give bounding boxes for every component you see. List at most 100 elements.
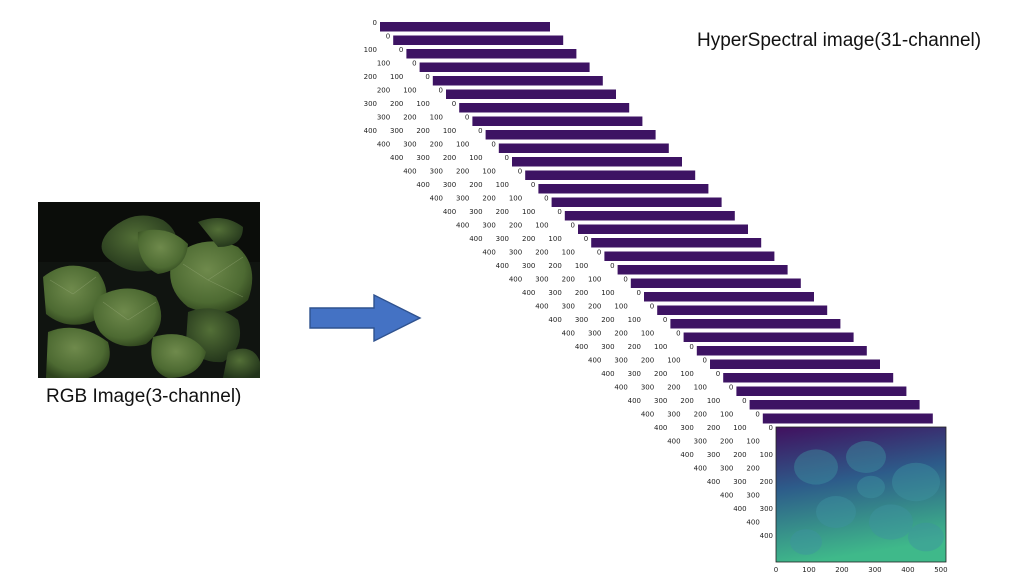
y-tick-label: 0 (478, 127, 482, 135)
y-tick-label: 400 (760, 532, 773, 540)
y-tick-label: 200 (377, 87, 390, 95)
y-tick-label: 200 (390, 100, 403, 108)
y-tick-label: 100 (469, 154, 482, 162)
x-tick-label: 200 (835, 566, 848, 574)
y-tick-label: 100 (535, 222, 548, 230)
y-tick-label: 100 (628, 316, 641, 324)
y-tick-label: 400 (403, 168, 416, 176)
y-tick-label: 400 (482, 249, 495, 257)
y-tick-label: 300 (416, 154, 429, 162)
y-tick-label: 0 (373, 19, 377, 27)
y-tick-label: 100 (720, 411, 733, 419)
y-tick-label: 400 (377, 141, 390, 149)
y-tick-label: 300 (390, 127, 403, 135)
band-strip (525, 170, 696, 181)
y-tick-label: 200 (443, 154, 456, 162)
band-strip (591, 238, 762, 248)
y-tick-label: 0 (676, 330, 680, 338)
band-strip (393, 35, 564, 46)
y-tick-label: 100 (443, 127, 456, 135)
y-tick-label: 0 (557, 208, 561, 216)
y-tick-label: 400 (601, 370, 614, 378)
y-tick-label: 100 (403, 87, 416, 95)
y-tick-label: 400 (720, 492, 733, 500)
y-tick-label: 0 (650, 303, 654, 311)
y-tick-label: 400 (614, 384, 627, 392)
leaf-shape (869, 504, 913, 540)
y-tick-label: 300 (707, 451, 720, 459)
y-tick-label: 100 (562, 249, 575, 257)
leaf-shape (908, 522, 944, 552)
y-tick-label: 400 (509, 276, 522, 284)
x-tick-label: 300 (868, 566, 881, 574)
y-tick-label: 0 (663, 316, 667, 324)
y-tick-label: 0 (769, 424, 773, 432)
y-tick-label: 300 (469, 208, 482, 216)
y-tick-label: 0 (571, 222, 575, 230)
y-tick-label: 200 (364, 73, 377, 81)
band-strip (617, 265, 788, 275)
band-strip (564, 211, 735, 221)
final-band-image (776, 427, 946, 562)
y-tick-label: 400 (680, 451, 693, 459)
y-tick-label: 300 (548, 289, 561, 297)
y-tick-label: 0 (491, 141, 495, 149)
y-tick-label: 0 (755, 411, 759, 419)
leaf-shape (857, 475, 885, 499)
y-tick-label: 0 (412, 60, 416, 68)
y-tick-label: 100 (707, 397, 720, 405)
y-tick-label: 400 (641, 411, 654, 419)
y-tick-label: 100 (601, 289, 614, 297)
y-tick-label: 400 (430, 195, 443, 203)
y-tick-label: 200 (575, 289, 588, 297)
y-tick-label: 0 (518, 168, 522, 176)
y-tick-label: 300 (522, 262, 535, 270)
y-tick-label: 300 (614, 357, 627, 365)
band-strip (485, 130, 656, 140)
band-strip (419, 62, 590, 73)
y-tick-label: 0 (637, 289, 641, 297)
y-tick-label: 200 (707, 424, 720, 432)
y-tick-label: 300 (496, 235, 509, 243)
band-strip (459, 103, 630, 113)
y-tick-label: 300 (654, 397, 667, 405)
y-tick-label: 0 (386, 33, 390, 41)
y-tick-label: 200 (403, 114, 416, 122)
leaf-shape (790, 529, 822, 555)
y-tick-label: 400 (694, 465, 707, 473)
y-tick-label: 0 (465, 114, 469, 122)
band-strip (432, 76, 603, 86)
y-tick-label: 200 (641, 357, 654, 365)
x-tick-label: 100 (802, 566, 815, 574)
y-tick-label: 200 (694, 411, 707, 419)
y-tick-label: 0 (623, 276, 627, 284)
y-tick-label: 200 (509, 222, 522, 230)
y-tick-label: 400 (667, 438, 680, 446)
y-tick-label: 300 (482, 222, 495, 230)
y-tick-label: 300 (667, 411, 680, 419)
y-tick-label: 100 (416, 100, 429, 108)
y-tick-label: 300 (601, 343, 614, 351)
right-arrow-icon (309, 293, 422, 343)
y-tick-label: 300 (364, 100, 377, 108)
y-tick-label: 400 (535, 303, 548, 311)
y-tick-label: 400 (733, 505, 746, 513)
y-tick-label: 0 (729, 384, 733, 392)
y-tick-label: 0 (610, 262, 614, 270)
y-tick-label: 200 (746, 465, 759, 473)
y-tick-label: 300 (588, 330, 601, 338)
final-band-frame (775, 426, 947, 563)
y-tick-label: 200 (469, 181, 482, 189)
